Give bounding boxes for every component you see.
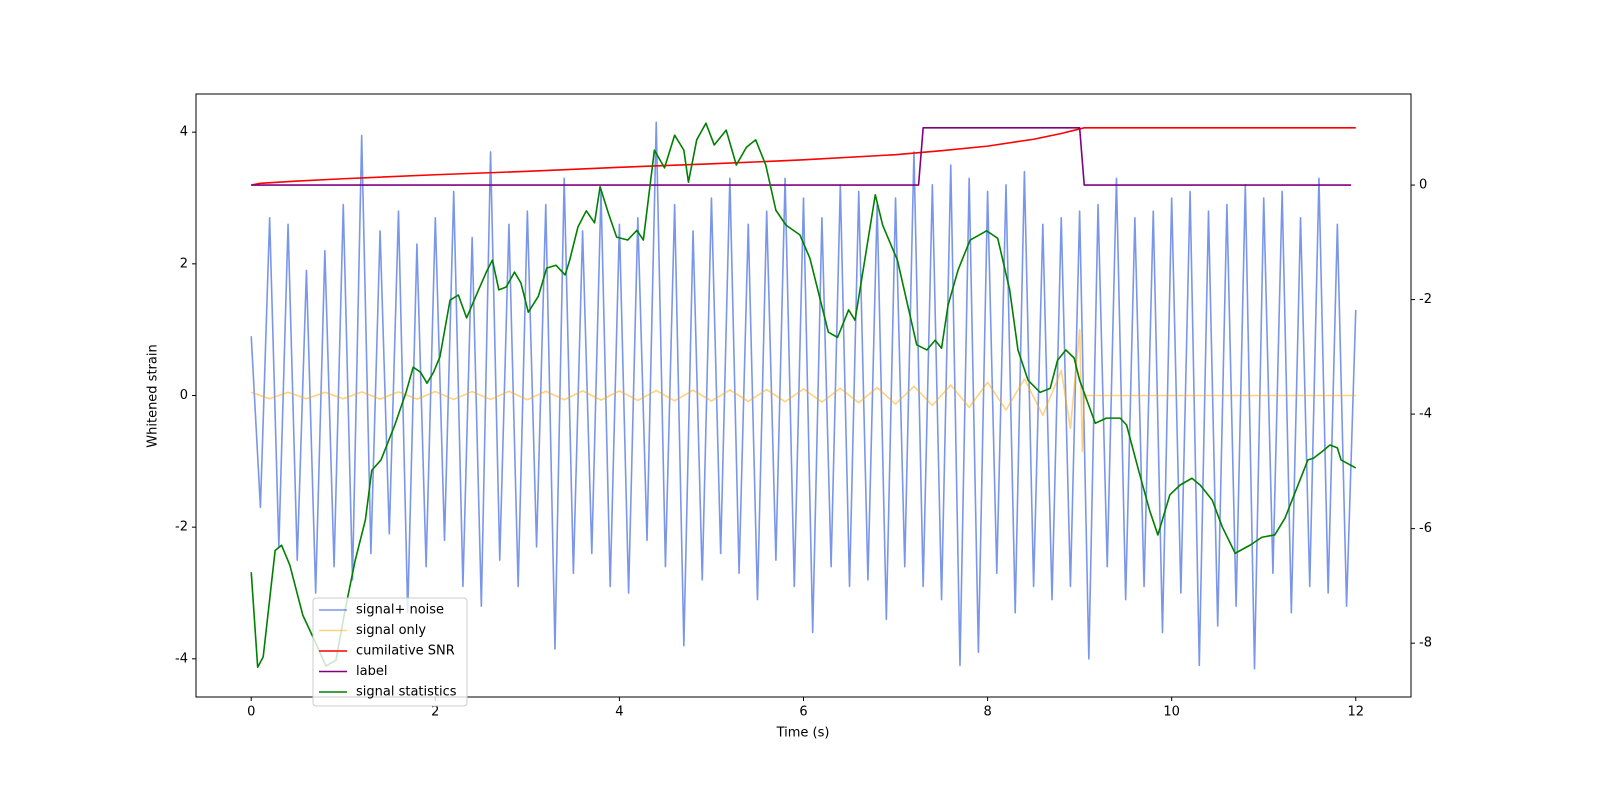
legend-box [312, 597, 468, 707]
x-tick-label: 4 [615, 705, 623, 720]
y-tick-label: -2 [175, 520, 188, 535]
x-tick-label: 2 [431, 705, 439, 720]
series-line [250, 122, 1357, 669]
y2-tick-label: -8 [1419, 636, 1432, 651]
x-tick-label: 12 [1347, 705, 1364, 720]
legend-label: signal only [356, 623, 426, 638]
legend: signal+ noise signal only cumilative SNR la… [312, 597, 468, 707]
x-tick-label: 0 [247, 705, 255, 720]
x-tick-label: 8 [983, 705, 991, 720]
x-tick-label: 6 [799, 705, 807, 720]
series-line [250, 121, 1357, 670]
y-tick-label: -4 [175, 651, 188, 666]
y2-tick-label: -2 [1419, 292, 1432, 307]
legend-label: label [356, 664, 387, 679]
y2-tick-label: -4 [1419, 407, 1432, 422]
y2-tick-label: -6 [1419, 521, 1432, 536]
series-line [251, 126, 1352, 186]
y2-tick-label: 0 [1419, 178, 1427, 193]
y-tick-label: 0 [180, 388, 188, 403]
x-tick-label: 10 [1163, 705, 1180, 720]
series-line [251, 126, 1356, 186]
y-tick-label: 4 [180, 125, 188, 140]
series-line [250, 328, 1356, 453]
legend-label: cumilative SNR [356, 644, 455, 659]
y-tick-label: 2 [180, 256, 188, 271]
legend-label: signal statistics [356, 685, 457, 700]
y-axis-label: Whitened strain [146, 344, 161, 447]
legend-label: signal+ noise [356, 603, 444, 618]
x-axis-label: Time (s) [776, 726, 830, 741]
